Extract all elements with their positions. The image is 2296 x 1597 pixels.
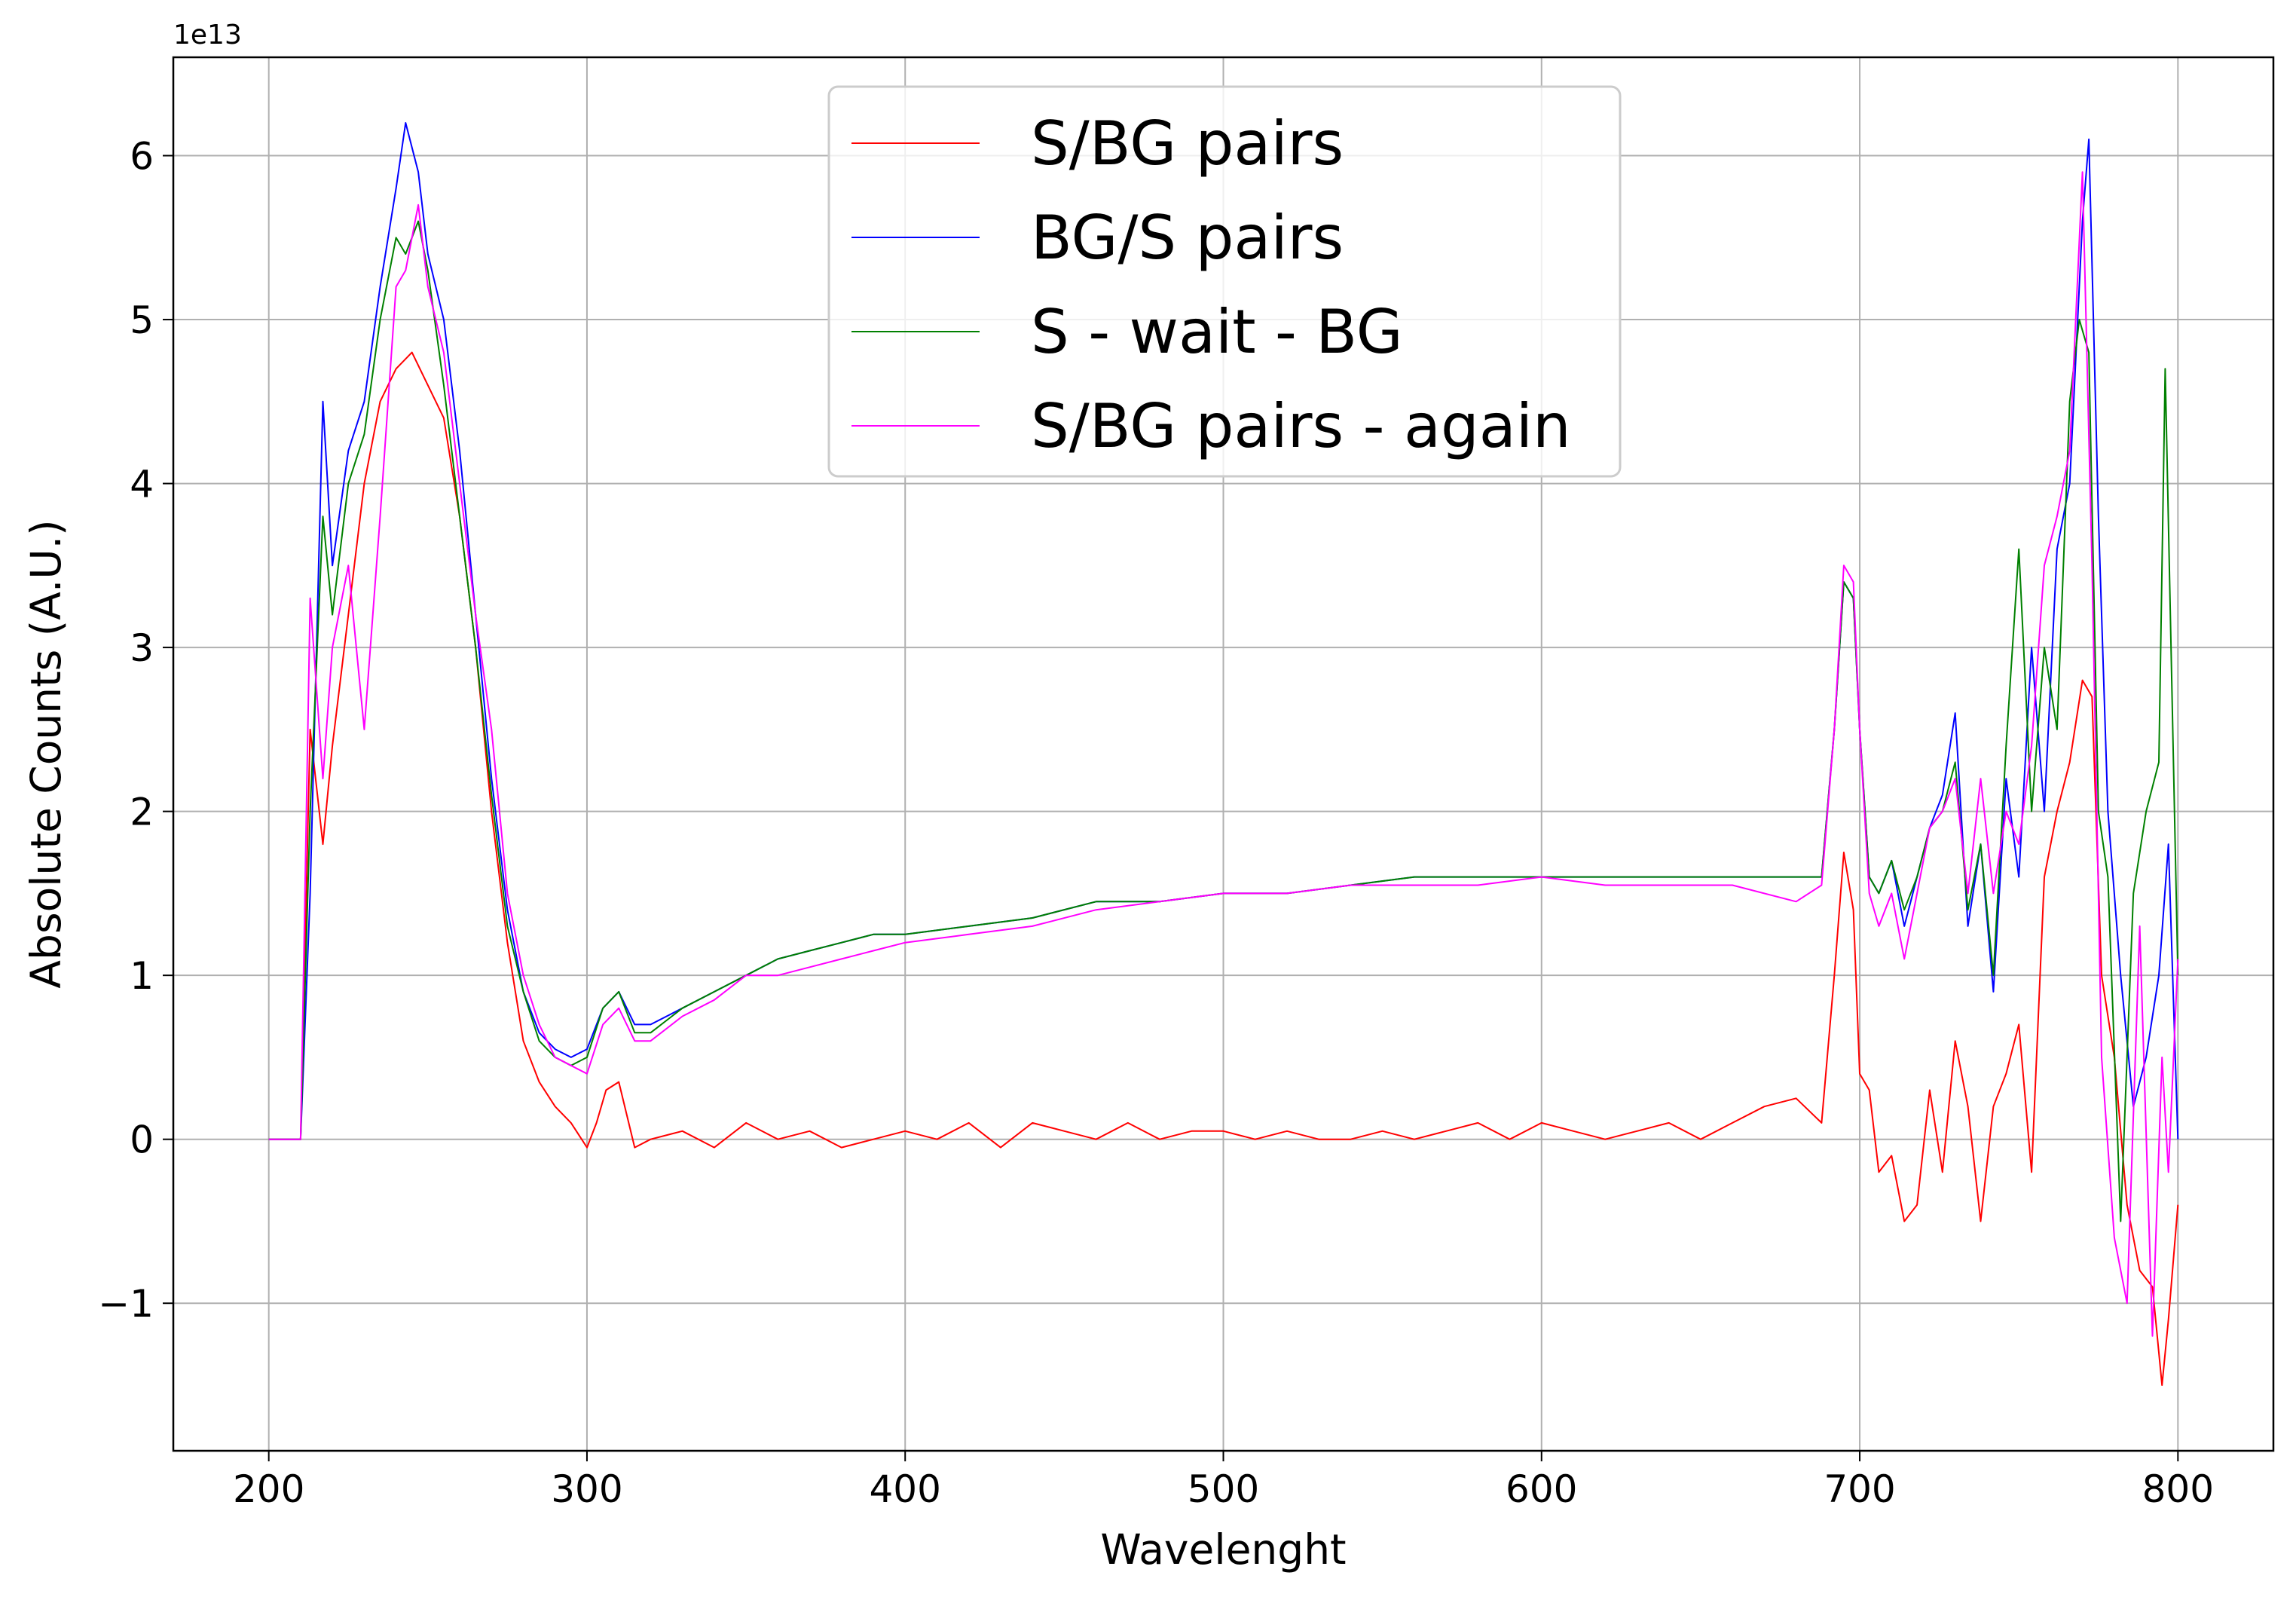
y-tick-label: 2 [130,791,154,834]
legend: S/BG pairs BG/S pairs S - wait - BG S/BG pa… [827,85,1622,478]
y-offset-label: 1e13 [173,20,242,50]
y-tick-label: 6 [130,135,154,179]
series-lines [268,122,2179,1386]
y-axis-label: Absolute Counts (A.U.) [22,519,70,988]
x-tick-label: 700 [1824,1467,1895,1511]
x-axis-label: Wavelenght [1100,1525,1346,1574]
legend-entry-label: BG/S pairs [1031,203,1344,273]
axis-ticks: 200 300 400 500 600 700 800 −1 0 1 2 3 4 5 6 [98,135,2214,1511]
x-tick-label: 400 [870,1467,941,1511]
series-line [268,351,2179,1386]
y-tick-label: −1 [98,1282,154,1326]
y-tick-label: 5 [130,298,154,342]
legend-entry-label: S - wait - BG [1031,297,1403,367]
y-tick-label: 0 [130,1118,154,1162]
x-tick-label: 800 [2142,1467,2214,1511]
y-tick-label: 4 [130,463,154,506]
legend-entry-label: S/BG pairs [1031,109,1344,179]
y-tick-label: 3 [130,626,154,670]
y-tick-label: 1 [130,954,154,998]
legend-entry-label: S/BG pairs - again [1031,391,1571,461]
x-tick-label: 500 [1188,1467,1259,1511]
x-tick-label: 300 [551,1467,622,1511]
x-tick-label: 600 [1506,1467,1577,1511]
legend-box [827,85,1622,478]
x-tick-label: 200 [233,1467,304,1511]
series-line [268,171,2179,1337]
